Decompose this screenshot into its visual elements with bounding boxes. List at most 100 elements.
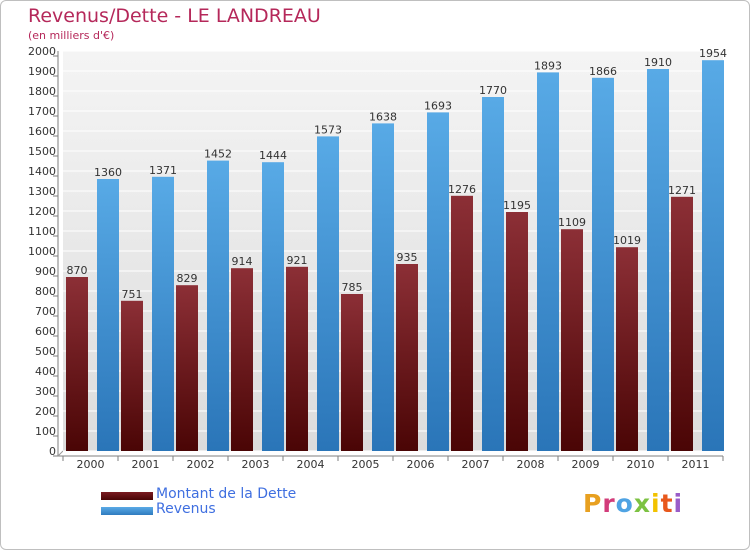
data-label-dette: 1276 — [448, 183, 476, 196]
y-tick-label: 1800 — [28, 85, 56, 98]
data-label-dette: 921 — [287, 254, 308, 267]
data-labels: 870 1360 751 1371 829 1452 914 1444 921 1573 785 16… — [67, 47, 728, 301]
bar-revenus — [592, 77, 614, 452]
data-label-dette: 870 — [67, 264, 88, 277]
y-tick-label: 1000 — [28, 245, 56, 258]
y-tick-label: 900 — [35, 265, 56, 278]
bar-dette — [121, 300, 143, 451]
data-label-dette: 785 — [342, 281, 363, 294]
logo-letter: P — [583, 489, 603, 518]
data-label-revenus: 1638 — [369, 110, 397, 123]
bar-revenus — [372, 123, 394, 452]
y-tick-label: 100 — [35, 425, 56, 438]
bar-revenus — [427, 112, 449, 452]
bar-dette — [66, 277, 88, 451]
bar-dette — [451, 195, 473, 451]
legend-swatch-dette — [101, 492, 153, 500]
legend-label-dette: Montant de la Dette — [156, 486, 297, 502]
y-tick-label: 1900 — [28, 65, 56, 78]
y-tick-label: 500 — [35, 345, 56, 358]
x-tick-label: 2000 — [77, 458, 105, 471]
y-tick-label: 1700 — [28, 105, 56, 118]
data-label-revenus: 1573 — [314, 123, 342, 136]
y-tick-label: 400 — [35, 365, 56, 378]
legend-label-revenus: Revenus — [156, 501, 216, 517]
bar-revenus — [317, 136, 339, 451]
x-tick-label: 2003 — [242, 458, 270, 471]
bar-revenus — [207, 160, 229, 451]
y-tick-label: 0 — [49, 445, 56, 458]
bar-dette — [176, 285, 198, 451]
data-label-revenus: 1893 — [534, 59, 562, 72]
axis-corner — [57, 450, 64, 457]
y-tick-label: 1600 — [28, 125, 56, 138]
data-label-dette: 935 — [397, 251, 418, 264]
bar-dette — [616, 247, 638, 451]
proxiti-logo: Proxiti — [583, 489, 683, 518]
bar-revenus — [262, 162, 284, 451]
y-tick-label: 700 — [35, 305, 56, 318]
data-label-dette: 751 — [122, 288, 143, 301]
y-tick-label: 200 — [35, 405, 56, 418]
data-label-dette: 1271 — [668, 184, 696, 197]
y-tick-label: 1300 — [28, 185, 56, 198]
x-tick-label: 2004 — [297, 458, 325, 471]
chart-title: Revenus/Dette - LE LANDREAU — [28, 5, 321, 27]
data-label-revenus: 1954 — [699, 47, 727, 60]
data-label-revenus: 1910 — [644, 56, 672, 69]
bar-dette — [231, 268, 253, 451]
bar-dette — [396, 264, 418, 451]
logo-letter: o — [615, 489, 634, 518]
bar-dette — [506, 212, 528, 451]
bar-dette — [286, 266, 308, 451]
chart-subtitle: (en milliers d'€) — [28, 29, 115, 42]
data-label-revenus: 1693 — [424, 99, 452, 112]
legend-swatch-revenus — [101, 507, 153, 515]
bar-revenus — [152, 176, 174, 452]
bar-revenus — [482, 97, 504, 451]
bars — [66, 60, 724, 452]
y-tick-label: 2000 — [28, 45, 56, 58]
y-tick-label: 300 — [35, 385, 56, 398]
data-label-revenus: 1444 — [259, 149, 287, 162]
data-label-revenus: 1452 — [204, 148, 232, 161]
y-tick-label: 800 — [35, 285, 56, 298]
bar-revenus — [702, 60, 724, 451]
x-tick-label: 2006 — [407, 458, 435, 471]
x-tick-label: 2005 — [352, 458, 380, 471]
data-label-revenus: 1360 — [94, 166, 122, 179]
data-label-revenus: 1371 — [149, 164, 177, 177]
bar-revenus — [537, 72, 559, 452]
y-axis: 0 100 200 300 400 500 600 700 800 900 1000 1100 1200… — [28, 45, 58, 458]
logo-letter: i — [673, 489, 684, 518]
data-label-revenus: 1770 — [479, 84, 507, 97]
bar-revenus — [647, 69, 669, 451]
bar-dette — [341, 294, 363, 451]
bar-dette — [671, 196, 693, 451]
x-tick-label: 2009 — [572, 458, 600, 471]
y-tick-label: 600 — [35, 325, 56, 338]
logo-letter: i — [651, 489, 661, 518]
x-tick-label: 2001 — [132, 458, 160, 471]
x-tick-label: 2007 — [462, 458, 490, 471]
data-label-revenus: 1866 — [589, 65, 617, 78]
y-tick-label: 1100 — [28, 225, 56, 238]
x-tick-label: 2008 — [517, 458, 545, 471]
bar-revenus — [97, 179, 119, 451]
logo-letter: x — [633, 489, 651, 518]
data-label-dette: 1109 — [558, 216, 586, 229]
data-label-dette: 829 — [177, 272, 198, 285]
y-tick-label: 1200 — [28, 205, 56, 218]
x-tick-label: 2010 — [627, 458, 655, 471]
x-tick-label: 2011 — [682, 458, 710, 471]
data-label-dette: 914 — [232, 255, 253, 268]
bar-dette — [561, 229, 583, 451]
x-tick-label: 2002 — [187, 458, 215, 471]
logo-letter: r — [602, 489, 616, 518]
x-axis: 2000 2001 2002 2003 2004 2005 2006 2007 2008 2009… — [62, 456, 724, 471]
data-label-dette: 1195 — [503, 199, 531, 212]
data-label-dette: 1019 — [613, 234, 641, 247]
y-tick-label: 1500 — [28, 145, 56, 158]
